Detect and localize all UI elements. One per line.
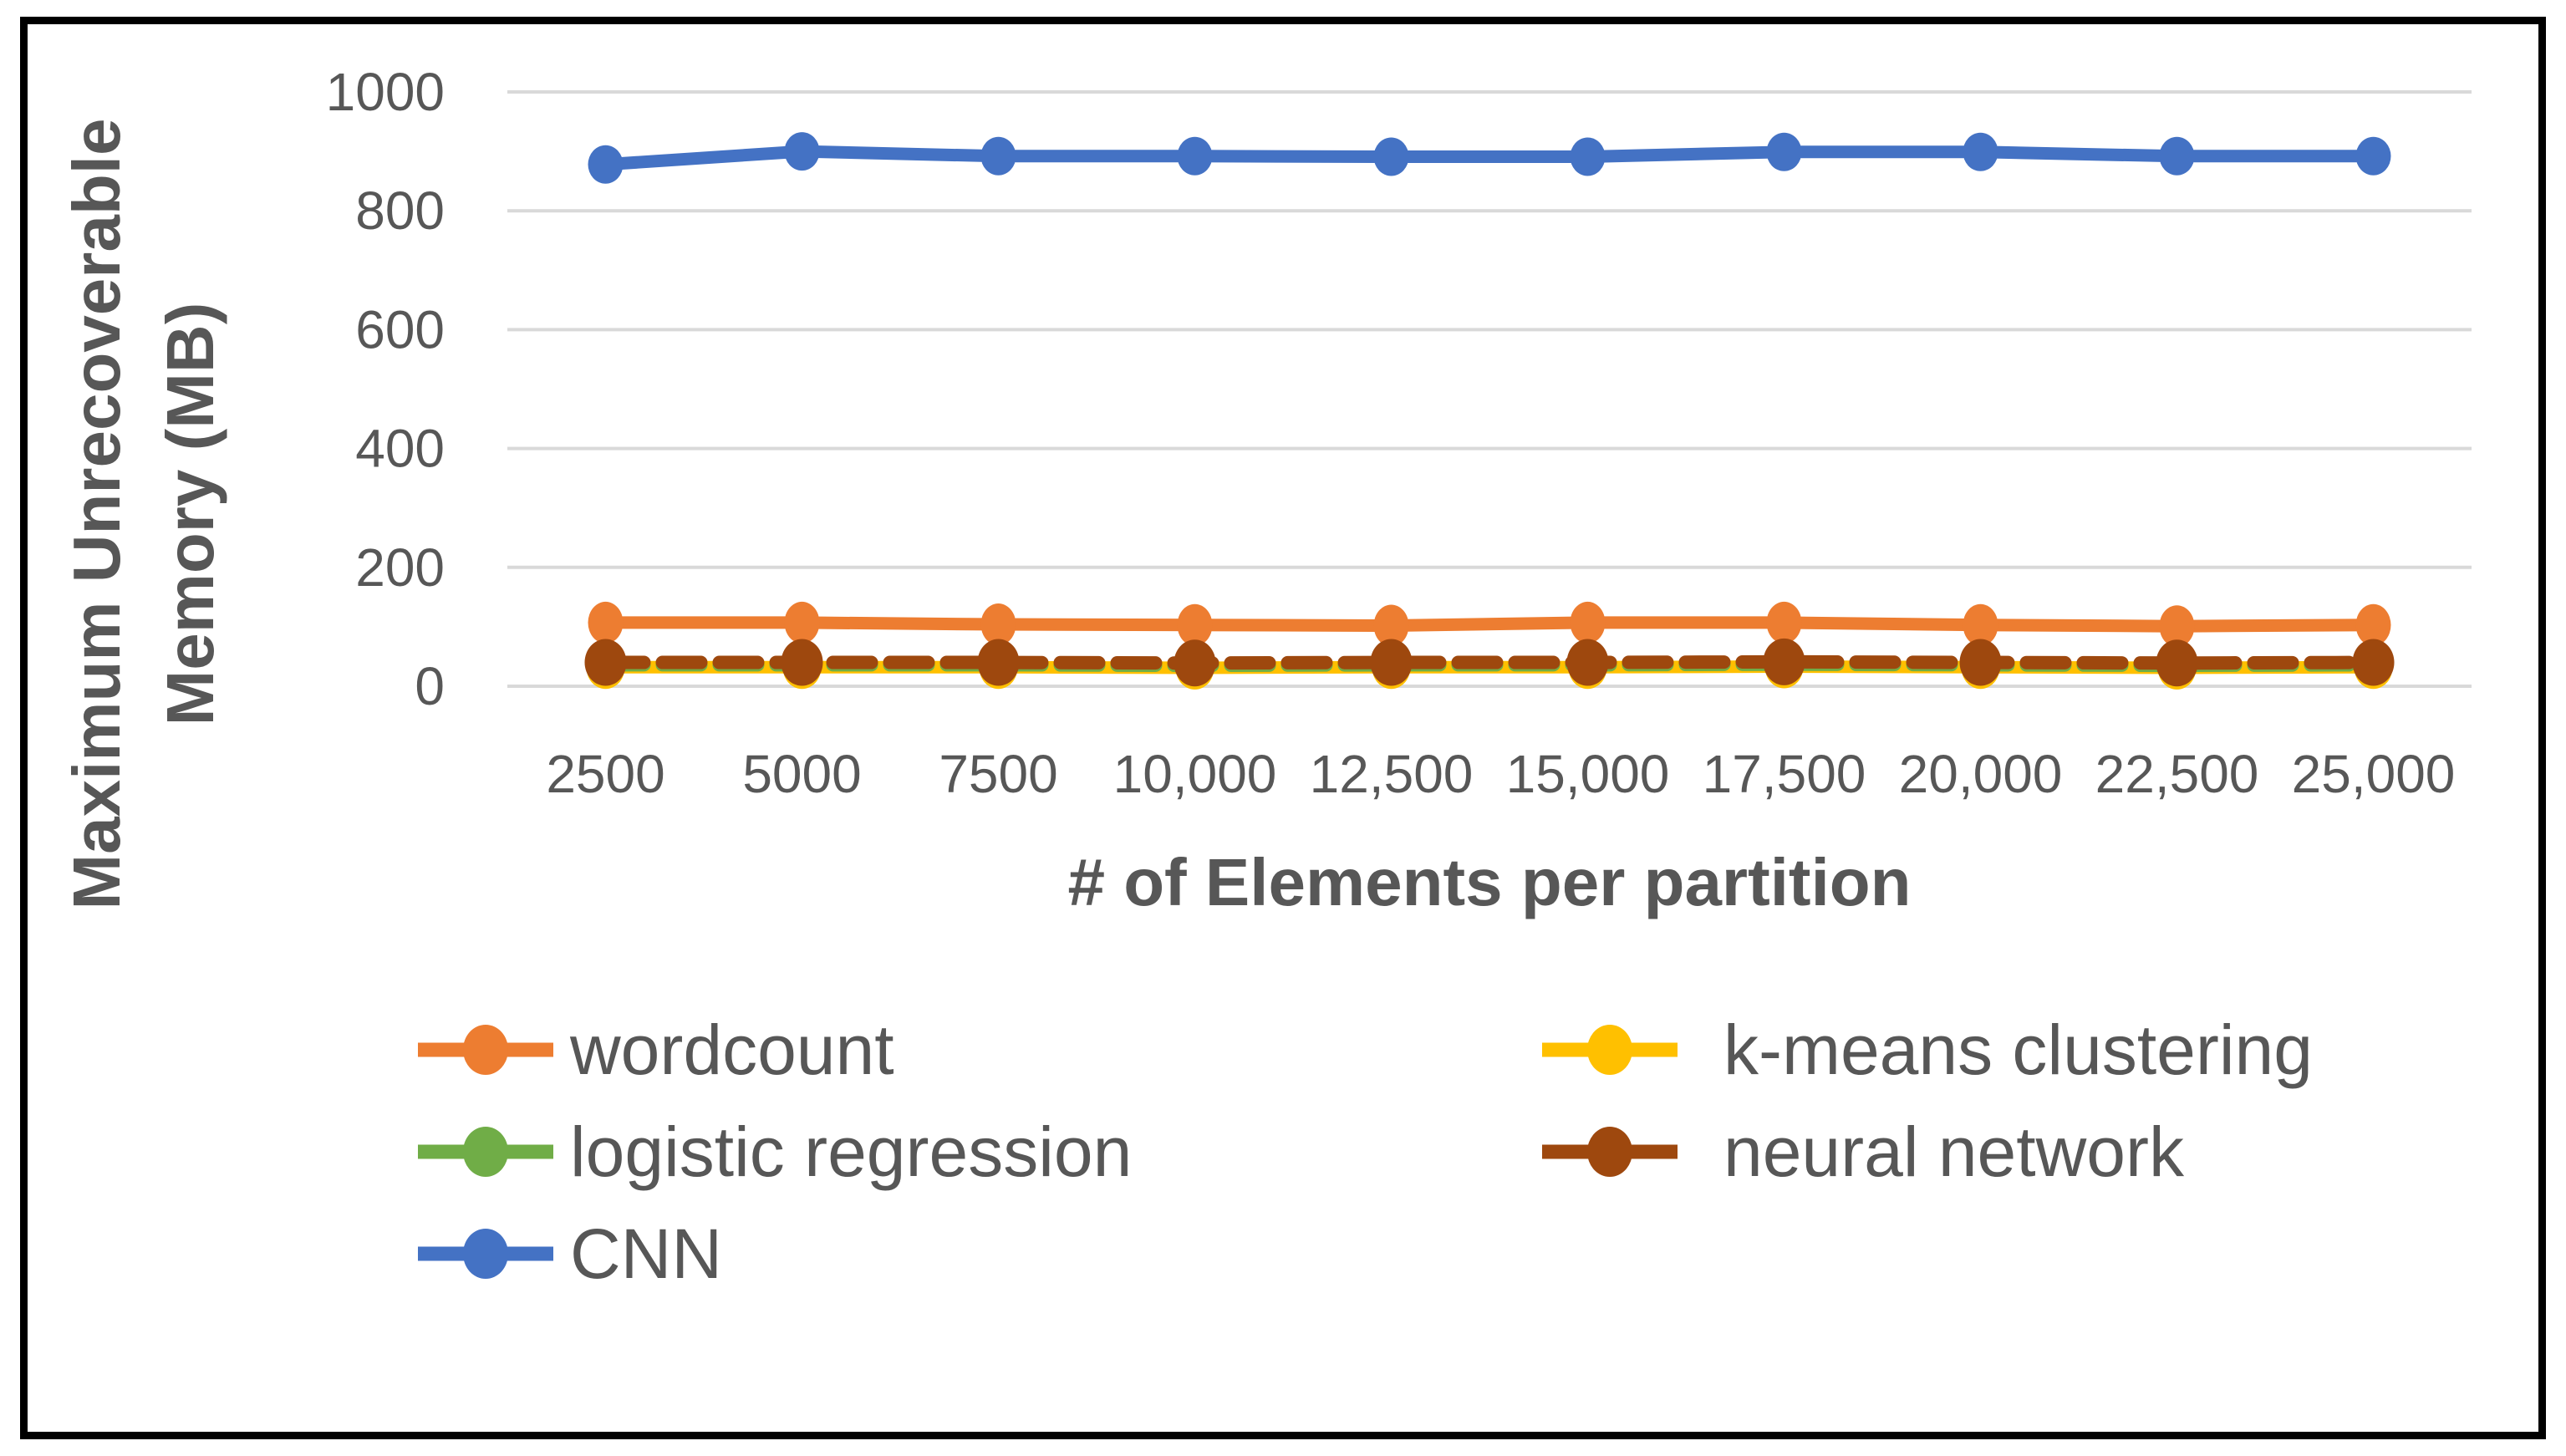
- y-tick-label: 800: [355, 181, 445, 241]
- y-tick-label: 1000: [326, 62, 445, 122]
- series-line-neural-network: [598, 654, 2380, 670]
- series-marker-wordcount: [588, 601, 624, 644]
- series-marker-wordcount: [1373, 604, 1409, 647]
- series-marker-wordcount: [1766, 601, 1802, 644]
- legend-label: k-means clustering: [1723, 1011, 2313, 1089]
- legend-label: logistic regression: [570, 1112, 1132, 1191]
- series-line-cnn: [599, 145, 2380, 171]
- series-marker-cnn: [2159, 136, 2195, 176]
- series-marker-cnn: [1766, 132, 1802, 171]
- x-tick-label: 17,500: [1703, 744, 1866, 804]
- legend-item-cnn: CNN: [418, 1214, 722, 1293]
- series-cnn: [588, 132, 2391, 184]
- figure-border: [20, 17, 2546, 1439]
- series-marker-cnn: [1373, 137, 1409, 176]
- x-tick-label: 25,000: [2292, 744, 2456, 804]
- series-wordcount: [588, 601, 2391, 648]
- series-marker-neural-network: [1370, 639, 1413, 686]
- legend-item-neural-network: neural network: [1542, 1112, 2185, 1191]
- series-marker-neural-network: [781, 639, 823, 686]
- y-tick-label: 400: [355, 419, 445, 479]
- x-tick-label: 7500: [939, 744, 1057, 804]
- x-tick-label: 15,000: [1506, 744, 1670, 804]
- legend-swatch-marker: [463, 1229, 508, 1279]
- series-neural-network: [584, 638, 2395, 687]
- series-marker-wordcount: [2355, 603, 2391, 646]
- series-line-wordcount: [599, 616, 2380, 633]
- series-marker-neural-network: [1174, 639, 1216, 687]
- x-tick-label: 12,500: [1310, 744, 1474, 804]
- gridlines: [507, 90, 2472, 688]
- legend-item-logistic-regression: logistic regression: [418, 1112, 1132, 1191]
- legend-swatch-marker: [463, 1025, 508, 1075]
- legend-label: neural network: [1723, 1112, 2185, 1191]
- y-axis-tick-labels: 0 200 400 600 800 1000: [326, 62, 445, 716]
- series-marker-cnn: [784, 132, 820, 171]
- series-marker-wordcount: [784, 601, 820, 644]
- series-marker-cnn: [1963, 132, 1998, 171]
- y-axis-title-line2: Memory (MB): [153, 303, 227, 726]
- series-marker-cnn: [980, 136, 1016, 176]
- y-tick-label: 200: [355, 537, 445, 598]
- y-tick-label: 600: [355, 299, 445, 359]
- series-marker-neural-network: [584, 639, 627, 686]
- series-marker-wordcount: [980, 603, 1016, 646]
- series-marker-cnn: [1177, 136, 1213, 176]
- series-marker-neural-network: [1959, 639, 2002, 686]
- series-marker-neural-network: [977, 639, 1020, 686]
- x-axis-tick-labels: 2500 5000 7500 10,000 12,500 15,000 17,500 20,0…: [546, 744, 2455, 804]
- series-marker-neural-network: [1763, 638, 1805, 685]
- legend-swatch-marker: [1587, 1127, 1632, 1177]
- x-axis-title: # of Elements per partition: [1067, 845, 1911, 919]
- legend-item-wordcount: wordcount: [418, 1011, 894, 1089]
- x-tick-label: 10,000: [1113, 744, 1277, 804]
- x-tick-label: 22,500: [2095, 744, 2259, 804]
- y-axis-title-line1: Maximum Unrecoverable: [59, 118, 134, 909]
- legend-label: CNN: [570, 1214, 722, 1293]
- x-tick-label: 2500: [546, 744, 664, 804]
- series-marker-neural-network: [2352, 639, 2395, 686]
- legend-swatch-marker: [1587, 1025, 1632, 1075]
- series-marker-neural-network: [2156, 639, 2198, 687]
- series-marker-wordcount: [1177, 603, 1213, 646]
- series-marker-wordcount: [1570, 601, 1606, 644]
- y-tick-label: 0: [415, 656, 445, 716]
- legend-label: wordcount: [569, 1011, 894, 1089]
- series-marker-cnn: [2355, 136, 2391, 176]
- series-marker-neural-network: [1566, 639, 1609, 686]
- series-marker-cnn: [588, 145, 624, 184]
- series-layer: [584, 132, 2395, 690]
- legend-item-k-means-clustering: k-means clustering: [1542, 1011, 2313, 1089]
- series-marker-wordcount: [1963, 603, 1998, 646]
- legend-swatch-marker: [463, 1127, 508, 1177]
- series-marker-wordcount: [2159, 605, 2195, 648]
- legend: wordcount logistic regression CNN k-means c…: [418, 1011, 2313, 1293]
- series-marker-cnn: [1570, 137, 1606, 176]
- x-tick-label: 5000: [742, 744, 861, 804]
- x-tick-label: 20,000: [1899, 744, 2063, 804]
